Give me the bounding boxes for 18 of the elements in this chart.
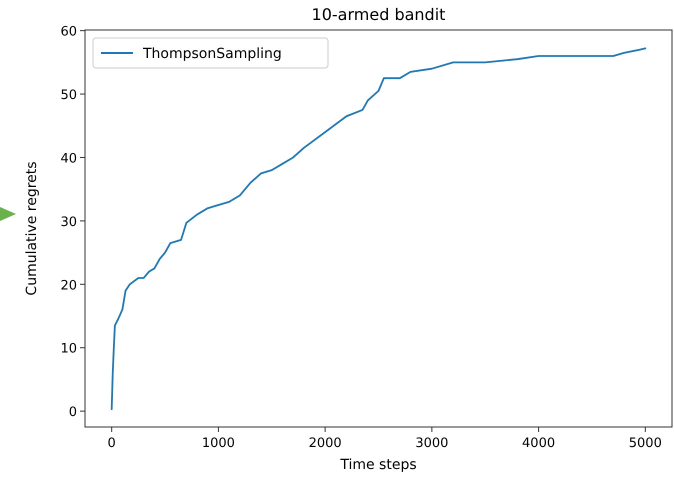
chart-title: 10-armed bandit [312,5,446,24]
y-tick-label: 20 [60,278,77,294]
y-tick-label: 60 [60,24,77,40]
y-tick-label: 40 [60,151,77,166]
x-tick-label: 3000 [415,436,448,451]
y-tick-label: 10 [60,342,77,357]
legend-label: ThompsonSampling [142,46,282,62]
y-tick-label: 30 [60,214,77,230]
x-tick-label: 4000 [522,436,556,451]
line-series [110,47,646,410]
y-axis-title: Cumulative regrets [24,161,40,296]
x-tick-label: 5000 [628,436,662,451]
x-tick-label: 2000 [308,436,342,451]
x-axis-title: Time steps [339,457,417,473]
y-tick-label: 0 [68,405,77,420]
x-tick-label: 0 [108,436,116,451]
y-tick-label: 50 [60,88,77,104]
x-tick-label: 1000 [202,436,235,451]
